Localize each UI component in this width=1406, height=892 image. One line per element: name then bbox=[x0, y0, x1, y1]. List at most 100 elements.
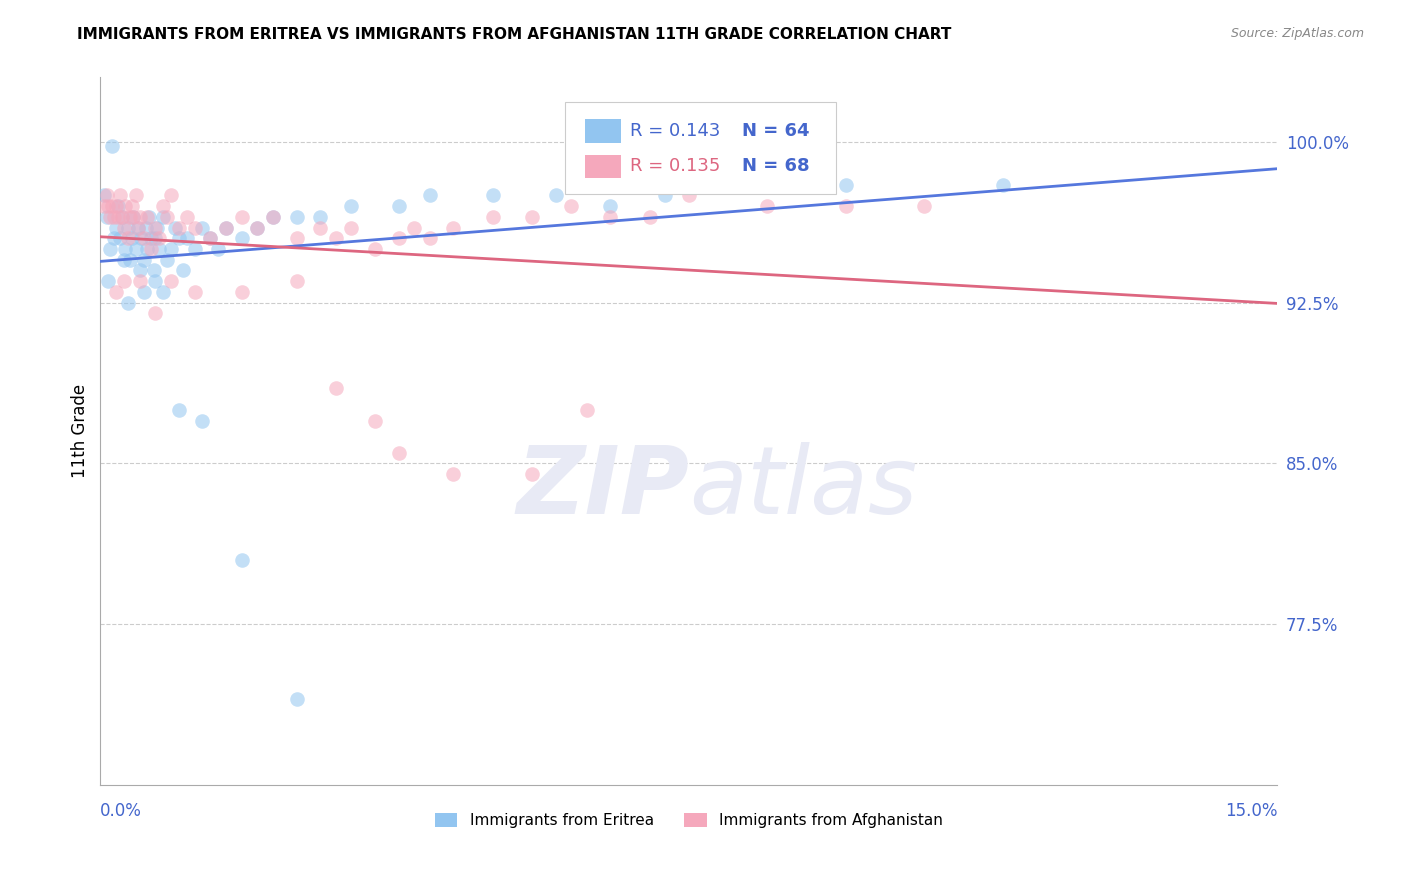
Point bbox=[231, 231, 253, 245]
Point bbox=[138, 210, 160, 224]
Point bbox=[835, 178, 858, 192]
Point bbox=[215, 220, 238, 235]
Point bbox=[231, 285, 253, 299]
Point bbox=[176, 231, 198, 245]
Point bbox=[325, 231, 347, 245]
Point bbox=[93, 188, 115, 202]
Point bbox=[121, 231, 143, 245]
Point bbox=[163, 220, 186, 235]
Point bbox=[183, 220, 205, 235]
Point bbox=[124, 242, 146, 256]
Point bbox=[97, 199, 120, 213]
Point bbox=[124, 188, 146, 202]
Point bbox=[97, 274, 120, 288]
Legend: Immigrants from Eritrea, Immigrants from Afghanistan: Immigrants from Eritrea, Immigrants from… bbox=[429, 806, 949, 834]
Point bbox=[136, 242, 159, 256]
Point bbox=[93, 199, 115, 213]
Point bbox=[114, 242, 136, 256]
Point bbox=[231, 210, 253, 224]
Point bbox=[128, 263, 150, 277]
Point bbox=[136, 210, 159, 224]
Point bbox=[160, 274, 183, 288]
Point bbox=[285, 231, 308, 245]
Point bbox=[520, 210, 543, 224]
Point bbox=[654, 188, 676, 202]
Point bbox=[132, 285, 155, 299]
Point bbox=[443, 220, 465, 235]
Point bbox=[183, 285, 205, 299]
Point bbox=[108, 188, 131, 202]
Point bbox=[135, 220, 157, 235]
Point bbox=[98, 210, 121, 224]
Point bbox=[101, 199, 124, 213]
Point bbox=[231, 553, 253, 567]
Point bbox=[132, 252, 155, 267]
Text: 0.0%: 0.0% bbox=[100, 802, 142, 821]
Point bbox=[129, 231, 152, 245]
Point bbox=[98, 242, 121, 256]
Point bbox=[120, 252, 142, 267]
Text: R = 0.135: R = 0.135 bbox=[630, 157, 720, 175]
Point bbox=[152, 210, 174, 224]
Point bbox=[404, 220, 426, 235]
Point bbox=[156, 252, 179, 267]
Point bbox=[340, 199, 363, 213]
Point bbox=[117, 220, 139, 235]
Point bbox=[262, 210, 284, 224]
Point bbox=[285, 274, 308, 288]
Text: ZIP: ZIP bbox=[516, 442, 689, 534]
Point bbox=[101, 139, 124, 153]
Point bbox=[991, 178, 1014, 192]
Point bbox=[309, 220, 332, 235]
Point bbox=[183, 242, 205, 256]
Point bbox=[122, 210, 145, 224]
Point bbox=[146, 220, 169, 235]
Point bbox=[200, 231, 222, 245]
Point bbox=[148, 231, 170, 245]
Point bbox=[835, 199, 858, 213]
Point bbox=[132, 231, 155, 245]
Point bbox=[262, 210, 284, 224]
Text: 15.0%: 15.0% bbox=[1225, 802, 1278, 821]
Point bbox=[599, 199, 621, 213]
Point bbox=[160, 242, 183, 256]
Point bbox=[200, 231, 222, 245]
Point bbox=[309, 210, 332, 224]
Point bbox=[599, 210, 621, 224]
Point bbox=[246, 220, 269, 235]
Point bbox=[912, 199, 935, 213]
Point bbox=[215, 220, 238, 235]
Point bbox=[127, 220, 149, 235]
Point bbox=[167, 231, 190, 245]
Point bbox=[103, 231, 125, 245]
Point bbox=[127, 220, 149, 235]
Point bbox=[285, 210, 308, 224]
Point bbox=[481, 210, 503, 224]
Point bbox=[152, 285, 174, 299]
Bar bbox=[585, 120, 620, 143]
Point bbox=[114, 199, 136, 213]
Point bbox=[141, 242, 163, 256]
Point bbox=[108, 231, 131, 245]
Text: Source: ZipAtlas.com: Source: ZipAtlas.com bbox=[1230, 27, 1364, 40]
Point bbox=[520, 467, 543, 482]
Point bbox=[143, 306, 166, 320]
Point bbox=[128, 210, 150, 224]
Point bbox=[340, 220, 363, 235]
FancyBboxPatch shape bbox=[565, 103, 837, 194]
Point bbox=[246, 220, 269, 235]
Point bbox=[419, 188, 441, 202]
Point bbox=[96, 188, 118, 202]
Point bbox=[128, 274, 150, 288]
Point bbox=[575, 402, 598, 417]
Point bbox=[325, 381, 347, 395]
Point bbox=[111, 210, 134, 224]
Point bbox=[167, 220, 190, 235]
Point bbox=[143, 274, 166, 288]
Point bbox=[443, 467, 465, 482]
Point bbox=[481, 188, 503, 202]
Point bbox=[387, 199, 409, 213]
Point bbox=[107, 199, 129, 213]
Point bbox=[167, 402, 190, 417]
Point bbox=[152, 199, 174, 213]
